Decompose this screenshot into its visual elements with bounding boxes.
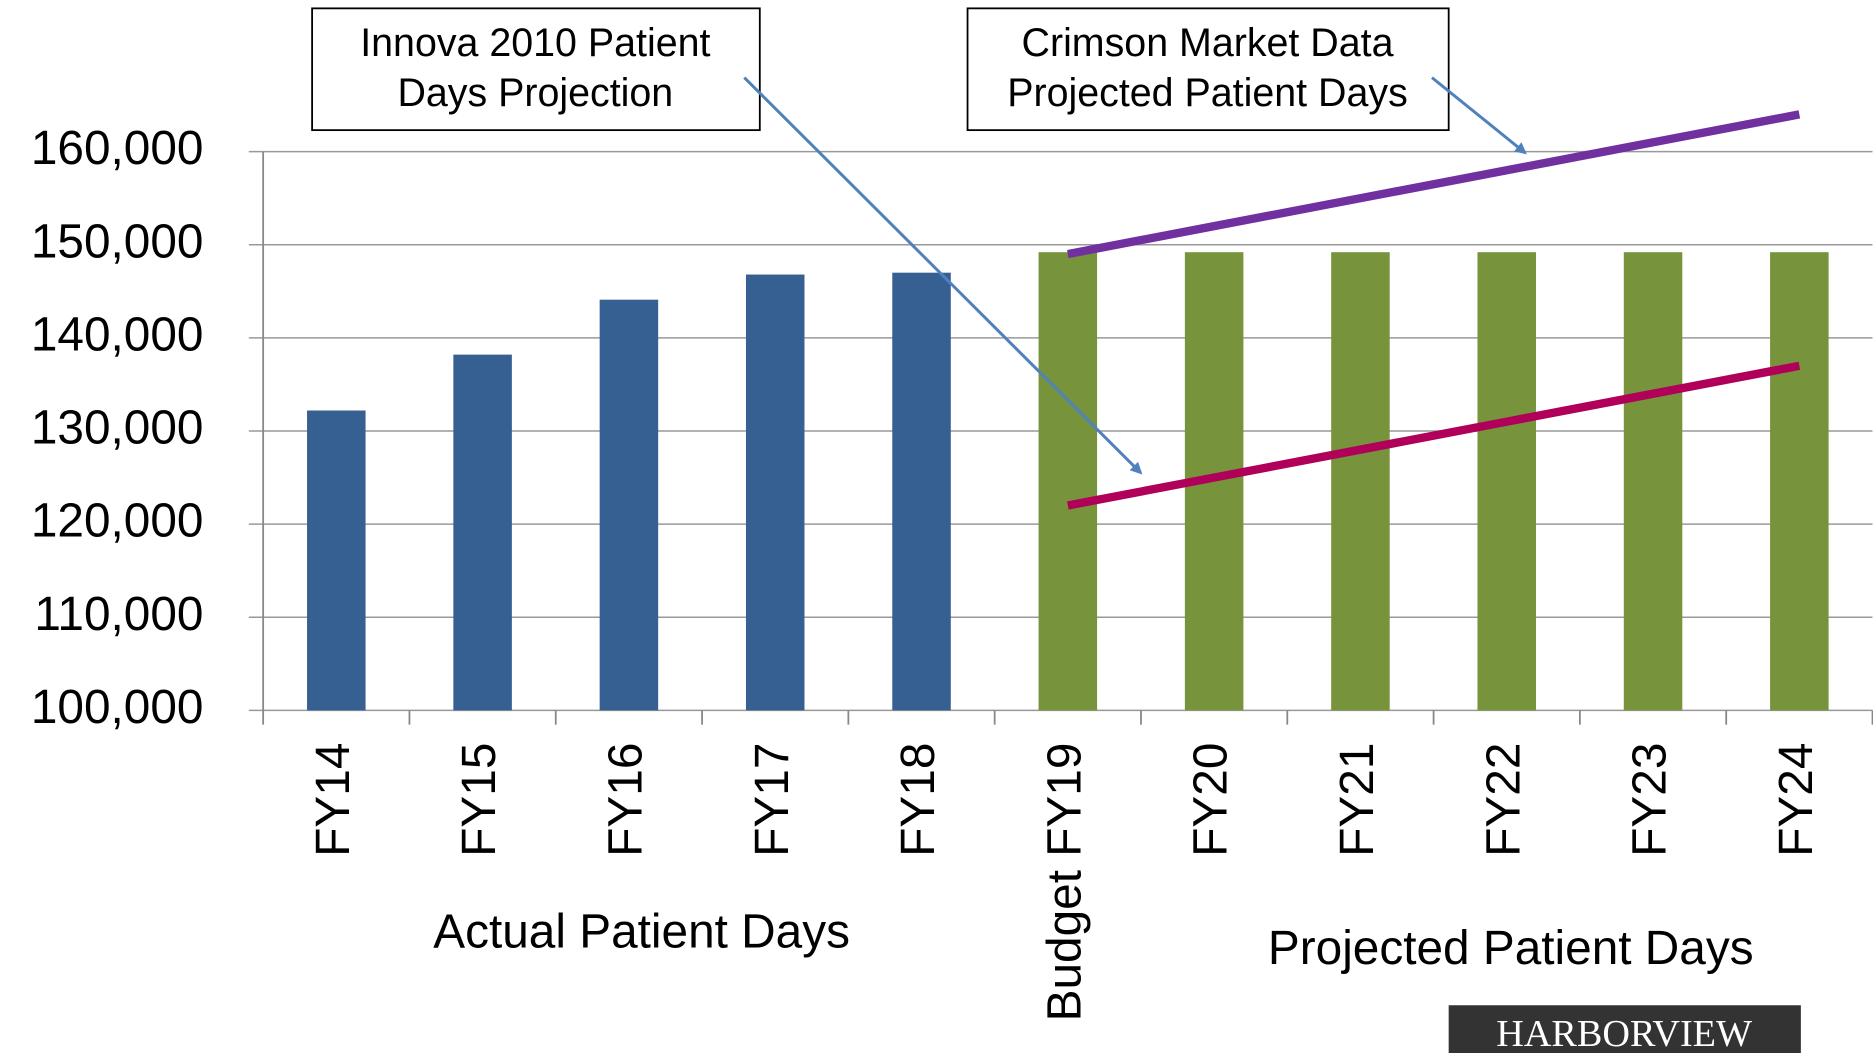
annotation-text: Crimson Market Data xyxy=(1022,21,1394,65)
x-tick-label: FY17 xyxy=(746,743,799,857)
bar xyxy=(1623,252,1683,711)
logo-box xyxy=(1448,1005,1801,1053)
y-tick-label: 130,000 xyxy=(31,402,204,455)
x-tick-label: FY15 xyxy=(453,743,506,857)
bar xyxy=(1331,252,1390,711)
annotation-text: Projected Patient Days xyxy=(1007,71,1408,115)
x-tick-label: FY22 xyxy=(1477,743,1530,857)
bar xyxy=(307,410,366,711)
bar xyxy=(745,274,805,711)
trend-line xyxy=(1067,110,1801,259)
annotation-text: Innova 2010 Patient xyxy=(360,21,710,65)
annotation-arrow xyxy=(1431,76,1527,155)
x-tick-label: FY14 xyxy=(307,743,360,857)
x-tick-label: Budget FY19 xyxy=(1038,743,1091,1022)
y-tick-label: 120,000 xyxy=(31,495,204,548)
annotation-text: Days Projection xyxy=(397,71,673,115)
annotation-arrow xyxy=(743,76,1143,475)
y-tick-label: 160,000 xyxy=(31,122,204,175)
annotation-box xyxy=(311,7,761,132)
group-label: Actual Patient Days xyxy=(433,905,850,958)
group-label: Projected Patient Days xyxy=(1268,922,1754,975)
y-tick-label: 110,000 xyxy=(34,588,203,641)
x-tick-label: FY16 xyxy=(600,743,653,857)
bar xyxy=(599,299,659,711)
logo: HARBORVIEW xyxy=(1496,1013,1752,1053)
bar xyxy=(1477,252,1537,711)
bar xyxy=(1038,252,1098,711)
x-tick-label: FY20 xyxy=(1185,743,1238,857)
y-tick-label: 100,000 xyxy=(31,681,204,734)
annotation-box xyxy=(966,7,1450,132)
y-tick-label: 140,000 xyxy=(31,308,204,361)
trend-line xyxy=(1067,361,1801,510)
x-tick-label: FY18 xyxy=(892,743,945,857)
y-tick-label: 150,000 xyxy=(31,215,204,268)
x-tick-label: FY23 xyxy=(1624,743,1677,857)
x-tick-label: FY24 xyxy=(1770,743,1823,857)
bar xyxy=(1770,252,1829,711)
bar xyxy=(453,354,512,711)
bar xyxy=(892,272,951,711)
x-tick-label: FY21 xyxy=(1331,743,1384,857)
